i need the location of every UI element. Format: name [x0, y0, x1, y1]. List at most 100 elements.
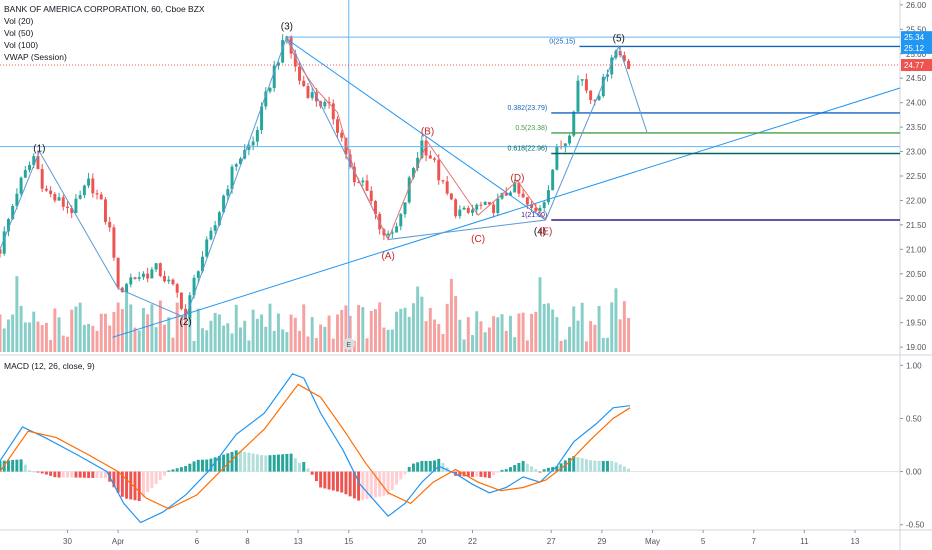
candle-body[interactable] [293, 53, 297, 67]
candle-body[interactable] [475, 204, 479, 210]
candle-body[interactable] [276, 62, 280, 66]
candle-body[interactable] [28, 164, 32, 171]
candle-body[interactable] [91, 178, 95, 194]
candle-body[interactable] [285, 36, 289, 41]
candle-body[interactable] [483, 202, 487, 205]
candle-body[interactable] [441, 180, 445, 182]
candle-body[interactable] [11, 205, 15, 220]
candle-body[interactable] [53, 194, 57, 201]
candle-body[interactable] [593, 100, 597, 102]
signal-line[interactable] [0, 383, 631, 510]
candle-body[interactable] [454, 199, 458, 217]
candle-body[interactable] [112, 227, 116, 258]
candle-body[interactable] [302, 80, 306, 87]
candle-body[interactable] [171, 279, 175, 285]
candle-body[interactable] [504, 193, 508, 196]
candle-body[interactable] [36, 156, 40, 169]
indicator-vol-20[interactable]: Vol (20) [4, 16, 34, 26]
candle-body[interactable] [437, 159, 441, 181]
candle-body[interactable] [175, 284, 179, 293]
candle-body[interactable] [386, 233, 390, 236]
candle-body[interactable] [213, 225, 217, 231]
candle-body[interactable] [508, 192, 512, 196]
candle-body[interactable] [95, 193, 99, 195]
candle-body[interactable] [184, 308, 188, 318]
candle-body[interactable] [420, 140, 424, 158]
candle-body[interactable] [23, 170, 27, 178]
candle-body[interactable] [492, 204, 496, 213]
candle-body[interactable] [369, 190, 373, 202]
candle-body[interactable] [513, 182, 517, 193]
candle-body[interactable] [2, 231, 6, 254]
candle-body[interactable] [517, 182, 521, 194]
candle-body[interactable] [538, 207, 542, 212]
candle-body[interactable] [597, 96, 601, 101]
candle-body[interactable] [99, 194, 103, 200]
candle-body[interactable] [466, 207, 470, 213]
candle-body[interactable] [78, 195, 82, 199]
candle-body[interactable] [407, 177, 411, 203]
candle-body[interactable] [487, 202, 491, 205]
candle-body[interactable] [576, 80, 580, 112]
candle-body[interactable] [627, 60, 631, 69]
candle-body[interactable] [196, 271, 200, 278]
candle-body[interactable] [281, 40, 285, 63]
candle-body[interactable] [352, 166, 356, 183]
candle-body[interactable] [179, 292, 183, 309]
candle-body[interactable] [551, 169, 555, 191]
candle-body[interactable] [61, 197, 65, 207]
candle-body[interactable] [534, 207, 538, 212]
candle-body[interactable] [563, 143, 567, 148]
candle-body[interactable] [584, 79, 588, 91]
indicator-vwap[interactable]: VWAP (Session) [4, 52, 67, 62]
candle-body[interactable] [0, 249, 2, 254]
candle-body[interactable] [622, 55, 626, 61]
candle-body[interactable] [428, 155, 432, 159]
candle-body[interactable] [222, 195, 226, 213]
candle-body[interactable] [129, 277, 133, 285]
candle-body[interactable] [163, 275, 167, 282]
candle-body[interactable] [272, 65, 276, 89]
candle-body[interactable] [530, 204, 534, 208]
elliott-wave-line[interactable] [0, 35, 648, 319]
candle-body[interactable] [361, 180, 365, 183]
candle-body[interactable] [137, 277, 141, 279]
candle-body[interactable] [546, 190, 550, 203]
candle-body[interactable] [234, 164, 238, 167]
candle-body[interactable] [74, 198, 78, 213]
candle-body[interactable] [323, 101, 327, 107]
candle-body[interactable] [44, 188, 48, 191]
candle-body[interactable] [601, 76, 605, 97]
candle-body[interactable] [133, 277, 137, 279]
candle-body[interactable] [15, 193, 19, 206]
candle-body[interactable] [471, 209, 474, 213]
candle-body[interactable] [399, 214, 403, 227]
candle-body[interactable] [217, 212, 221, 226]
candle-body[interactable] [365, 180, 369, 191]
candle-body[interactable] [306, 86, 310, 98]
candle-body[interactable] [403, 202, 407, 215]
candle-body[interactable] [618, 50, 622, 56]
candle-body[interactable] [458, 209, 462, 217]
candle-body[interactable] [433, 158, 437, 160]
candle-body[interactable] [87, 178, 91, 186]
descending-trend-line[interactable] [286, 38, 546, 221]
trend-line[interactable] [112, 87, 901, 338]
candle-body[interactable] [255, 130, 259, 142]
candle-body[interactable] [167, 279, 171, 282]
candle-body[interactable] [154, 263, 158, 270]
abcde-wave-line[interactable] [286, 38, 547, 241]
candle-body[interactable] [521, 193, 525, 198]
candle-body[interactable] [610, 57, 614, 75]
candle-body[interactable] [6, 219, 10, 232]
candle-body[interactable] [260, 106, 264, 131]
candle-body[interactable] [344, 137, 348, 155]
candle-body[interactable] [192, 277, 196, 296]
candle-body[interactable] [416, 157, 420, 169]
candle-body[interactable] [298, 66, 302, 81]
candle-body[interactable] [449, 193, 453, 200]
candle-body[interactable] [247, 145, 251, 150]
candle-body[interactable] [382, 229, 386, 236]
candle-body[interactable] [19, 177, 23, 194]
